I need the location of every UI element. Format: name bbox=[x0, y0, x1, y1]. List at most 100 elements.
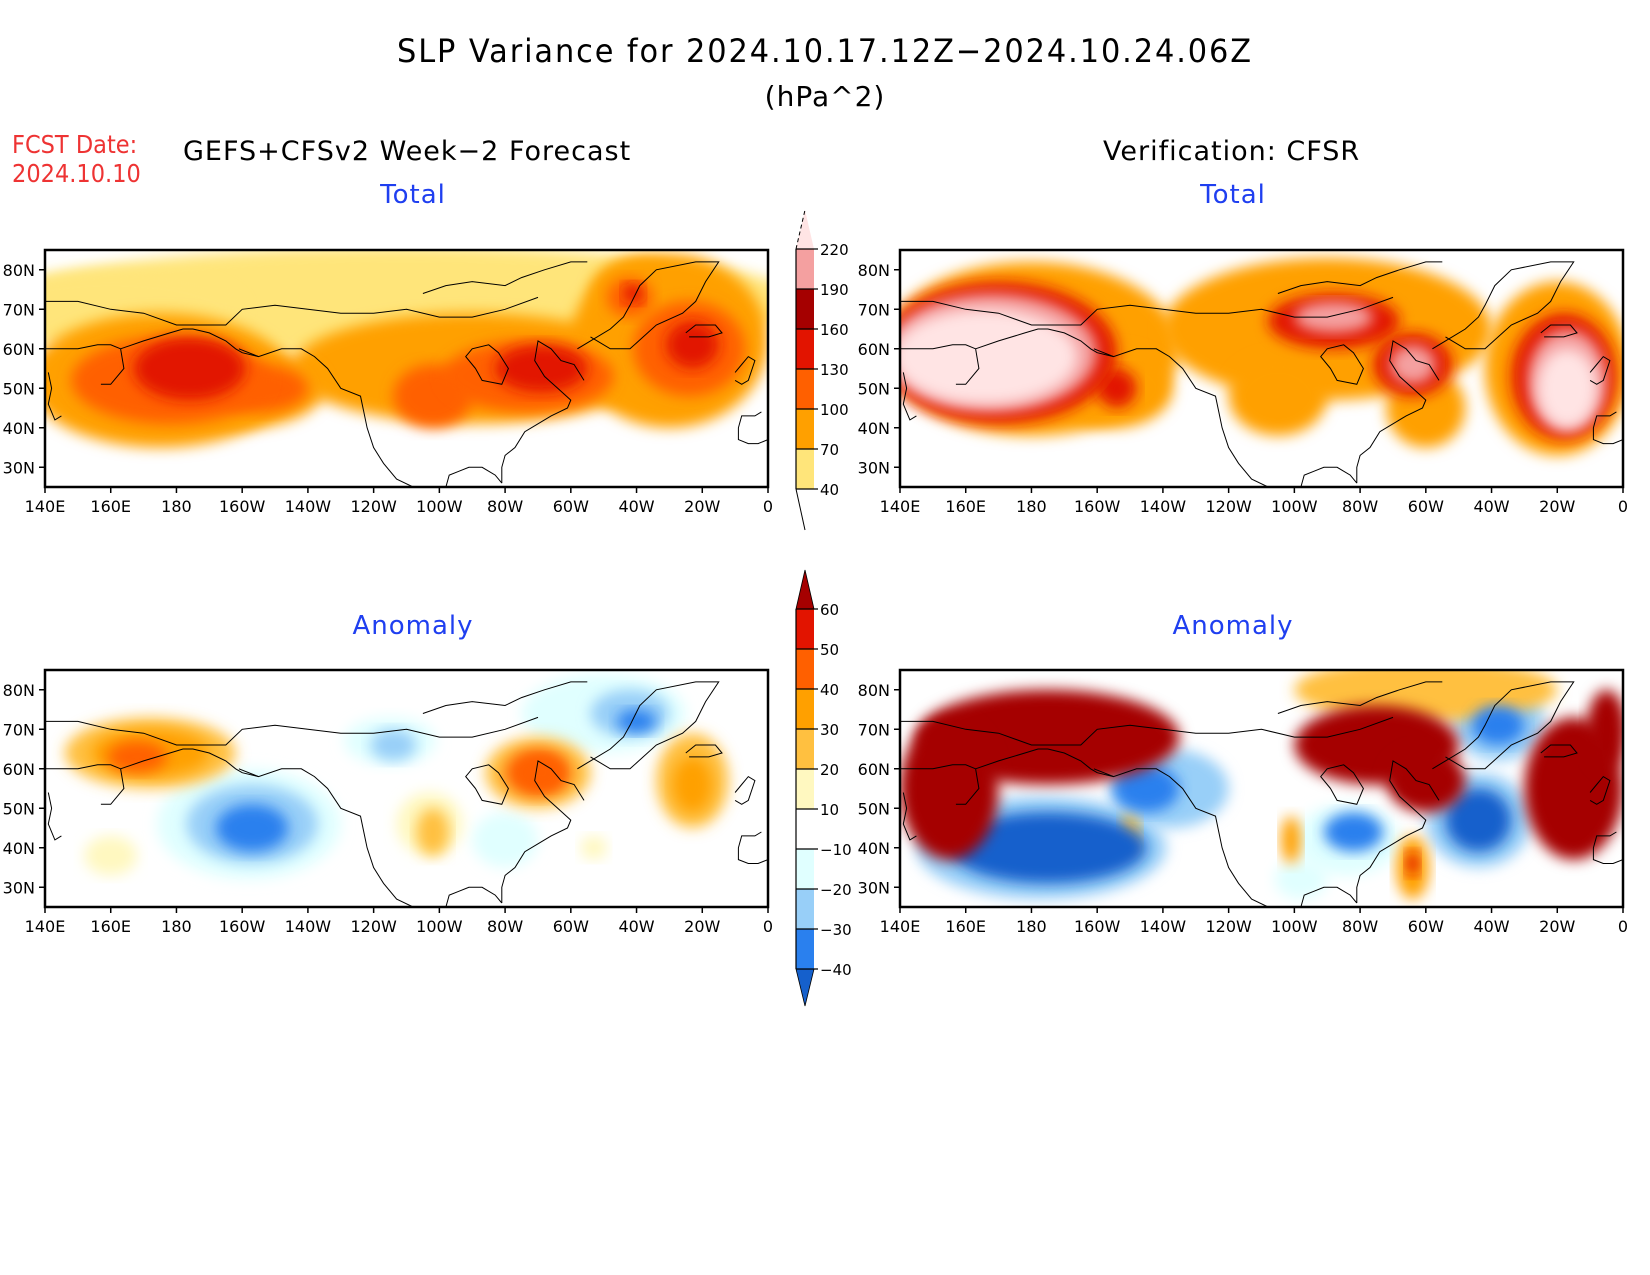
lon-tick-label: 160W bbox=[219, 917, 266, 936]
colorbar-bottom-arrow bbox=[795, 488, 806, 531]
colorbar-bottom-arrow bbox=[795, 968, 815, 1007]
contour-region bbox=[1323, 812, 1384, 852]
coastline bbox=[120, 748, 259, 778]
lat-tick-label: 60N bbox=[858, 340, 890, 359]
colorbar-swatch bbox=[796, 409, 814, 449]
lon-tick-label: 160W bbox=[1074, 497, 1121, 516]
contour-region bbox=[472, 812, 538, 868]
lat-tick-label: 70N bbox=[858, 720, 890, 739]
coastline bbox=[1320, 764, 1364, 805]
colorbar-swatch bbox=[796, 609, 814, 649]
coastline bbox=[900, 716, 1394, 746]
colorbar-swatch bbox=[796, 849, 814, 889]
forecast-anomaly-panel: 80N 70N 60N 50N 40N 30N 140E 160E 180 160W 140W 120… bbox=[3, 668, 773, 936]
lon-tick-label: 100W bbox=[1271, 917, 1318, 936]
colorbar-label: 130 bbox=[820, 361, 849, 379]
coastline bbox=[445, 886, 503, 907]
contour-region bbox=[616, 709, 657, 734]
lon-tick-label: 180 bbox=[161, 917, 192, 936]
lat-tick-label: 30N bbox=[858, 458, 890, 477]
coastline bbox=[900, 344, 980, 385]
colorbar-swatch bbox=[796, 449, 814, 489]
lon-tick-label: 60W bbox=[1408, 917, 1444, 936]
lon-tick-label: 160W bbox=[219, 497, 266, 516]
colorbar-swatch bbox=[796, 729, 814, 769]
coastline bbox=[465, 764, 509, 805]
colorbar-swatch bbox=[796, 769, 814, 809]
lon-tick-label: 20W bbox=[1539, 917, 1575, 936]
lon-tick-label: 120W bbox=[1205, 497, 1252, 516]
coastline bbox=[1093, 348, 1269, 487]
lat-tick-label: 30N bbox=[3, 458, 35, 477]
coastline bbox=[902, 792, 917, 841]
contour-region bbox=[900, 717, 999, 860]
coastline bbox=[902, 372, 917, 421]
coastline bbox=[238, 348, 414, 487]
lat-tick-label: 50N bbox=[858, 799, 890, 818]
contour-region bbox=[1274, 859, 1328, 900]
lon-tick-label: 140W bbox=[285, 917, 332, 936]
contour-region bbox=[1389, 344, 1436, 385]
colorbar-label: 160 bbox=[820, 321, 849, 339]
coastline bbox=[47, 792, 62, 841]
colorbar-label: 10 bbox=[820, 801, 839, 819]
lat-tick-label: 60N bbox=[3, 340, 35, 359]
contour-region bbox=[580, 835, 607, 860]
coastline bbox=[1320, 344, 1364, 385]
lon-tick-label: 80W bbox=[1342, 917, 1378, 936]
colorbar-label: 40 bbox=[820, 681, 839, 699]
contour-region bbox=[1445, 788, 1512, 852]
contour-region bbox=[1228, 356, 1328, 436]
coastline bbox=[45, 296, 539, 326]
lon-tick-label: 140W bbox=[1140, 497, 1187, 516]
coastline bbox=[1093, 768, 1269, 907]
coastline bbox=[900, 764, 980, 805]
lon-tick-label: 100W bbox=[416, 917, 463, 936]
coastline bbox=[445, 466, 503, 487]
coastline bbox=[1277, 681, 1443, 714]
contour-region bbox=[1281, 816, 1301, 864]
lon-tick-label: 140W bbox=[1140, 917, 1187, 936]
lon-tick-label: 0 bbox=[1618, 497, 1628, 516]
lon-tick-label: 20W bbox=[684, 497, 720, 516]
contour-region bbox=[1113, 764, 1180, 813]
lon-tick-label: 0 bbox=[763, 497, 773, 516]
coastline bbox=[1432, 261, 1575, 350]
lon-tick-label: 100W bbox=[416, 497, 463, 516]
coastline bbox=[685, 744, 723, 758]
lon-tick-label: 20W bbox=[1539, 497, 1575, 516]
lon-tick-label: 140E bbox=[880, 917, 921, 936]
lon-tick-label: 60W bbox=[1408, 497, 1444, 516]
lon-tick-label: 60W bbox=[553, 497, 589, 516]
anomaly-colorbar: 60 50 40 30 20 10 −10 −20 −30 −40 bbox=[795, 569, 852, 1007]
lat-tick-label: 40N bbox=[858, 839, 890, 858]
colorbar-label: 60 bbox=[820, 601, 839, 619]
lon-tick-label: 160E bbox=[945, 917, 986, 936]
lon-tick-label: 160E bbox=[90, 497, 131, 516]
coastline bbox=[1356, 340, 1440, 484]
lon-tick-label: 80W bbox=[487, 497, 523, 516]
coastline bbox=[734, 775, 756, 805]
coastline bbox=[45, 716, 539, 746]
colorbar-label: 50 bbox=[820, 641, 839, 659]
lat-tick-label: 80N bbox=[858, 261, 890, 280]
lat-tick-label: 70N bbox=[3, 720, 35, 739]
coastline bbox=[47, 372, 62, 421]
lon-tick-label: 40W bbox=[618, 917, 654, 936]
colorbar-swatch bbox=[796, 929, 814, 969]
lon-tick-label: 20W bbox=[684, 917, 720, 936]
fcst-date-value: 2024.10.10 bbox=[12, 159, 141, 188]
contour-region bbox=[1471, 705, 1525, 746]
lat-tick-label: 50N bbox=[858, 379, 890, 398]
verification-anomaly-frame bbox=[898, 668, 1625, 909]
forecast-anomaly-frame bbox=[43, 668, 770, 909]
lat-tick-label: 70N bbox=[858, 300, 890, 319]
coastline bbox=[1300, 886, 1358, 907]
coastline bbox=[1277, 261, 1443, 294]
coastline bbox=[1592, 831, 1623, 864]
lon-tick-label: 140W bbox=[285, 497, 332, 516]
contour-region bbox=[623, 283, 644, 304]
contour-region bbox=[949, 812, 1147, 884]
colorbar-top-arrow bbox=[795, 569, 815, 610]
colorbar-swatch bbox=[796, 289, 814, 329]
